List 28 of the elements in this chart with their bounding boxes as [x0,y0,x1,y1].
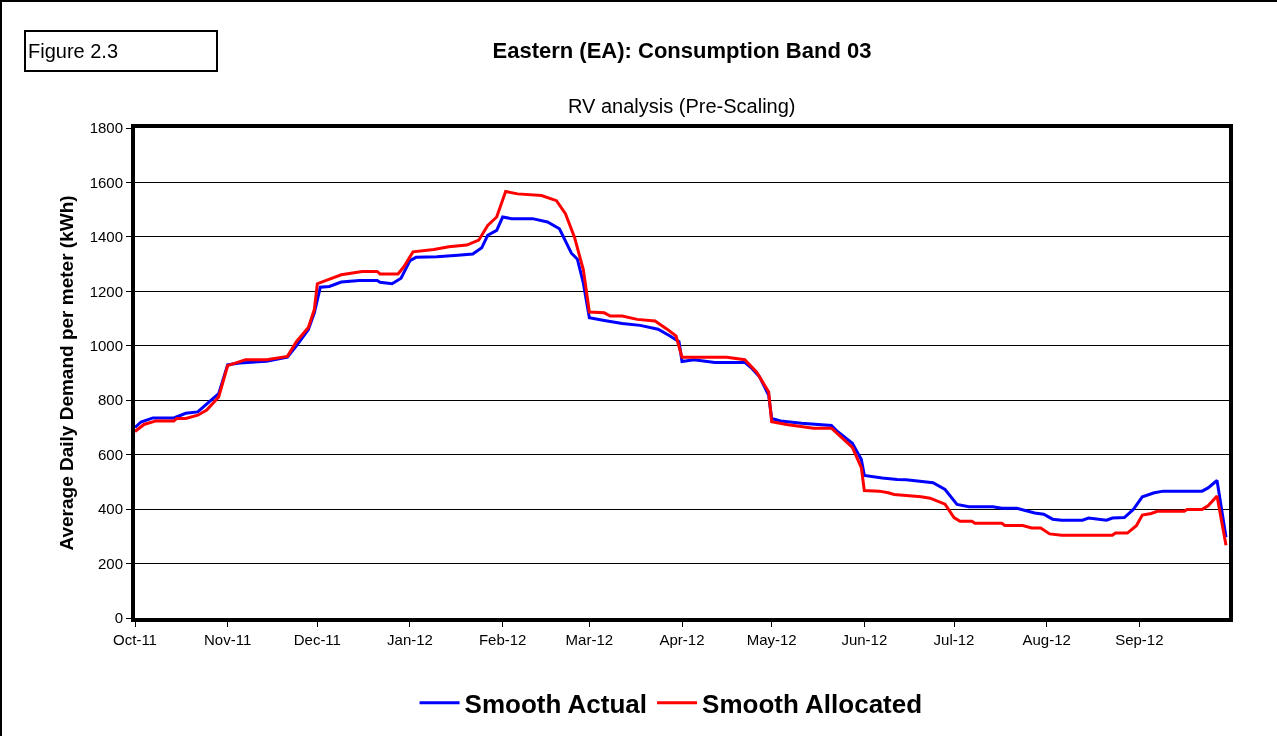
chart-subtitle: RV analysis (Pre-Scaling) [568,95,796,117]
x-tick-label: May-12 [746,631,797,648]
x-tick-label: Oct-11 [113,631,157,648]
y-tick-label: 1800 [89,119,123,137]
x-tick-label: Sep-12 [1115,631,1164,648]
y-tick-label: 0 [114,609,123,627]
y-tick-label: 1200 [89,282,123,300]
caption: Figure 2.3 [28,40,119,62]
x-tick-label: Jul-12 [933,631,975,648]
chart-title: Eastern (EA): Consumption Band 03 [492,37,872,63]
y-tick-label: 1400 [89,228,123,246]
y-tick-label: 800 [97,391,123,409]
x-tick-label: Jan-12 [387,631,433,648]
x-tick-label: Jun-12 [841,631,888,648]
x-tick-label: Aug-12 [1022,631,1071,648]
x-tick-label: Nov-11 [204,631,252,648]
y-tick-label: 400 [97,500,123,518]
y-axis-title: Average Daily Demand per meter (kWh) [55,195,77,551]
x-tick-label: Feb-12 [478,631,527,648]
x-tick-label: Apr-12 [659,631,705,648]
legend-label: Smooth Allocated [702,688,923,719]
legend-label: Smooth Actual [464,688,648,719]
y-tick-label: 1600 [89,173,123,191]
x-tick-label: Mar-12 [565,631,614,648]
x-tick-label: Dec-11 [293,631,341,648]
y-tick-label: 200 [97,554,123,572]
y-tick-label: 1000 [89,337,123,355]
y-tick-label: 600 [97,445,123,463]
